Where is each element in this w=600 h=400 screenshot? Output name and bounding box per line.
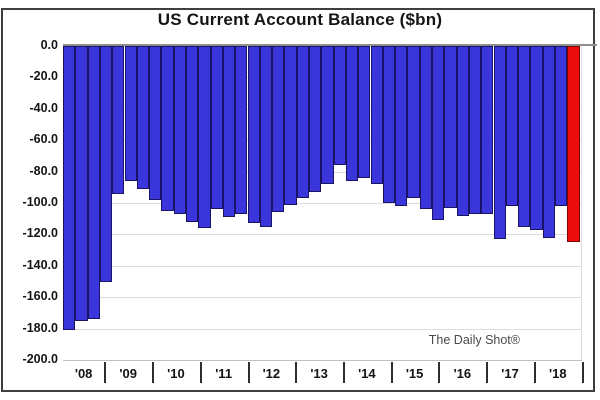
bar-16-q3: [481, 46, 494, 214]
x-axis-year-separator: [104, 362, 107, 383]
x-axis-tick-label: '17: [501, 366, 519, 381]
bar-15-q4: [444, 46, 457, 208]
y-axis-tick-label: -40.0: [29, 100, 59, 115]
bar-11-q4: [247, 46, 260, 224]
bar-12-q2: [272, 46, 285, 213]
x-axis-year-separator: [199, 362, 202, 383]
x-axis-tick-label: '10: [167, 366, 185, 381]
zero-axis-line: [63, 44, 597, 46]
x-axis-tick-label: '09: [119, 366, 137, 381]
bar-11-q2: [222, 46, 236, 218]
x-axis-year-separator: [533, 362, 536, 383]
x-axis-line: [63, 360, 582, 361]
gridline: [63, 203, 581, 204]
bar-14-q2: [370, 46, 383, 185]
bar-17-q4: [542, 46, 555, 238]
bar-14-q3: [382, 46, 396, 203]
y-axis-tick-label: 0.0: [40, 38, 58, 52]
y-axis-tick-label: -20.0: [29, 69, 59, 84]
bar-09-q4: [149, 46, 162, 200]
bar-16-q2: [468, 46, 482, 214]
x-axis-year-separator: [247, 362, 250, 383]
bar-16-q4: [493, 46, 506, 240]
bar-13-q3: [333, 46, 346, 166]
x-axis-tick-label: '12: [262, 366, 281, 381]
bar-08-q4: [99, 46, 113, 282]
bar-09-q1: [112, 46, 125, 194]
bar-10-q3: [186, 46, 199, 222]
bar-10-q4: [198, 46, 211, 229]
y-axis-tick-label: -160.0: [22, 289, 58, 304]
bar-12-q1: [259, 46, 273, 227]
bar-10-q2: [173, 46, 186, 214]
bar-14-q4: [395, 46, 408, 207]
x-axis-tick-label: '18: [549, 366, 567, 381]
y-axis-tick-label: -200.0: [22, 352, 58, 366]
bar-10-q1: [161, 46, 174, 211]
x-axis-year-separator: [438, 362, 441, 383]
bar-11-q1: [210, 46, 223, 210]
bar-12-q4: [296, 46, 309, 199]
bar-13-q1: [309, 46, 322, 192]
bar-11-q3: [235, 46, 248, 214]
y-axis-tick-label: -80.0: [29, 163, 59, 178]
bar-17-q1: [505, 46, 519, 207]
x-axis-tick-label: '08: [74, 366, 93, 381]
bar-16-q1: [456, 46, 469, 216]
gridline: [63, 297, 581, 299]
bar-09-q3: [136, 46, 150, 189]
bar-09-q2: [124, 46, 137, 182]
chart-title: US Current Account Balance ($bn): [157, 10, 443, 29]
bar-17-q3: [530, 46, 543, 230]
bar-15-q3: [432, 46, 445, 221]
y-axis-tick-label: -140.0: [22, 257, 58, 272]
gridline: [63, 328, 581, 330]
bar-08-q2: [75, 46, 88, 321]
bar-08-q3: [87, 46, 100, 320]
bar-15-q1: [407, 46, 420, 199]
x-axis-year-separator: [343, 362, 345, 383]
bar-08-q1: [63, 46, 76, 331]
gridline: [63, 234, 581, 236]
bar-18-q2: [567, 46, 580, 243]
bar-13-q2: [321, 46, 334, 185]
bar-15-q2: [419, 46, 432, 210]
x-axis-year-separator: [390, 362, 393, 383]
x-axis-tick-label: '13: [310, 366, 328, 381]
bar-14-q1: [358, 46, 371, 178]
x-axis-tick-label: '16: [453, 366, 472, 381]
x-axis-tick-label: '11: [215, 366, 233, 381]
x-axis-tick-label: '14: [358, 366, 376, 381]
y-axis-tick-label: -60.0: [29, 132, 59, 147]
watermark-daily-shot: The Daily Shot®: [428, 333, 520, 347]
x-axis-year-separator: [295, 362, 298, 383]
bar-18-q1: [555, 46, 568, 207]
bar-12-q3: [284, 46, 297, 205]
bar-17-q2: [518, 46, 531, 227]
x-axis-tick-label: '15: [405, 366, 424, 381]
gridline: [63, 265, 581, 267]
bar-13-q4: [345, 46, 359, 182]
y-axis-tick-label: -180.0: [22, 320, 58, 335]
x-axis-year-separator: [486, 362, 489, 383]
plot-right-edge: [581, 46, 582, 360]
x-axis-year-separator: [152, 362, 155, 383]
y-axis-tick-label: -120.0: [22, 226, 58, 241]
y-axis-tick-label: -100.0: [22, 195, 58, 209]
x-axis-year-separator: [581, 362, 584, 383]
